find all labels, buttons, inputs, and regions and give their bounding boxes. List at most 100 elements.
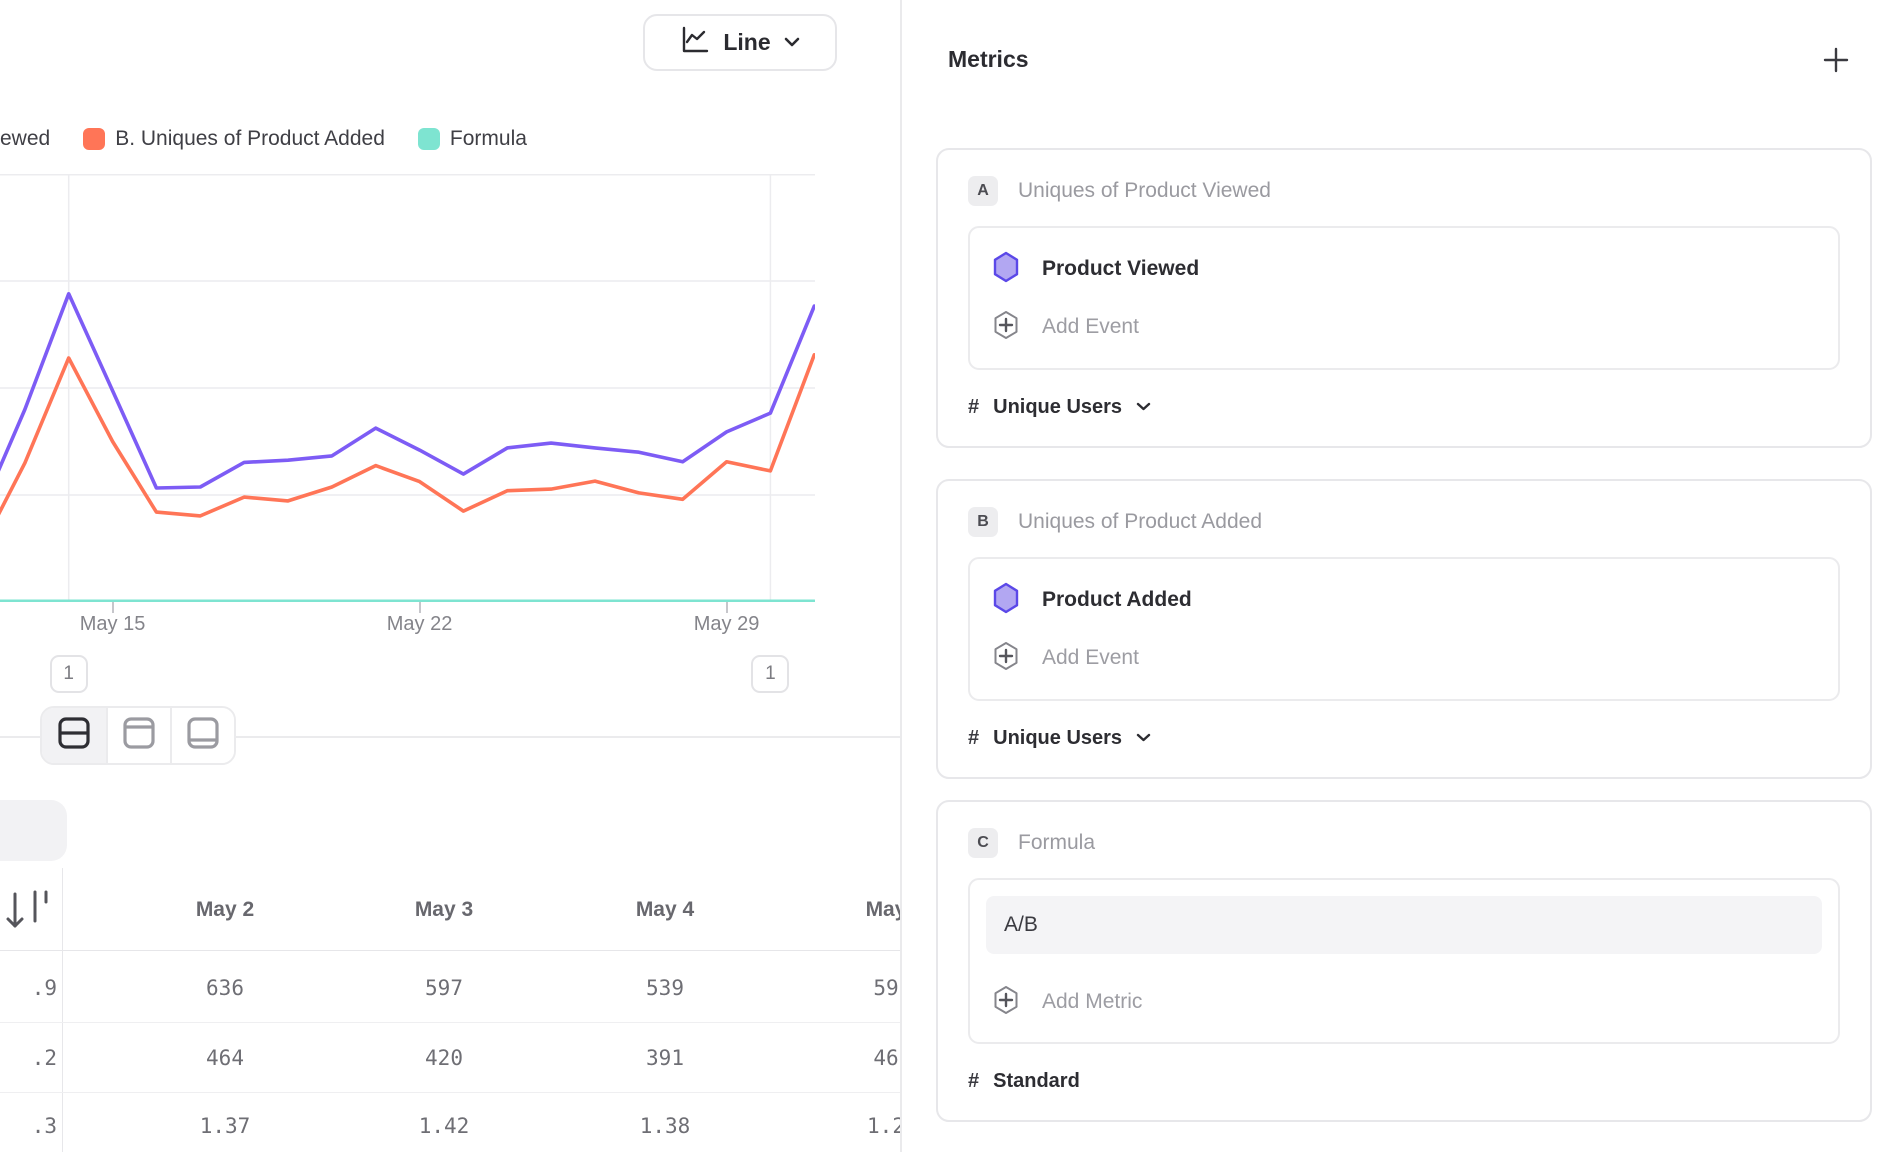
number-type-icon: # xyxy=(968,395,980,418)
event-row-product-added[interactable]: Product Added xyxy=(970,571,1838,629)
metric-card-header: C Formula xyxy=(968,828,1840,858)
event-list: Product Viewed Add Event xyxy=(968,226,1840,370)
column-header-may-5[interactable]: May xyxy=(865,898,900,921)
metric-letter-badge: B xyxy=(968,507,998,537)
x-axis-tick xyxy=(418,602,421,613)
add-metric-label: Add Metric xyxy=(1042,990,1143,1013)
chart-type-button[interactable]: Line xyxy=(643,14,837,71)
metric-letter-badge: C xyxy=(968,828,998,858)
event-name: Product Added xyxy=(1042,588,1192,611)
layout-toggle-group xyxy=(40,706,236,765)
add-metric-plus-button[interactable] xyxy=(1822,46,1850,74)
table-cell: 1.2 xyxy=(867,1114,900,1138)
metric-card-title: Formula xyxy=(1018,831,1096,854)
legend-swatch xyxy=(83,128,106,150)
line-chart-icon xyxy=(680,25,710,60)
measure-dropdown[interactable]: # Standard xyxy=(968,1066,1840,1096)
add-event-row[interactable]: Add Event xyxy=(970,629,1838,687)
frozen-column-border xyxy=(62,868,63,1152)
metric-card-title: Uniques of Product Added xyxy=(1018,510,1263,533)
metric-card-c-formula: C Formula A/B Add Metric # xyxy=(936,800,1872,1122)
chart-view-icon xyxy=(121,715,157,756)
layout-table-view-button[interactable] xyxy=(170,708,234,763)
section-divider xyxy=(0,736,900,738)
measure-label: Standard xyxy=(993,1069,1080,1092)
table-view-icon xyxy=(185,715,221,756)
annotation-badge[interactable]: 1 xyxy=(49,655,88,693)
x-axis-tick xyxy=(725,602,728,613)
measure-label: Unique Users xyxy=(993,395,1123,418)
add-metric-hexagon-icon xyxy=(992,984,1020,1021)
table-cell: 539 xyxy=(646,976,684,1000)
x-axis-label: May 15 xyxy=(79,613,146,635)
event-name: Product Viewed xyxy=(1042,257,1200,280)
column-header-may-4[interactable]: May 4 xyxy=(635,898,695,921)
legend-item-added[interactable]: B. Uniques of Product Added xyxy=(83,127,385,151)
metrics-panel-title: Metrics xyxy=(948,46,1029,72)
metric-card-b: B Uniques of Product Added Product Added xyxy=(936,479,1872,779)
table-cell: 464 xyxy=(206,1046,244,1070)
metric-letter-badge: A xyxy=(968,176,998,206)
formula-input[interactable]: A/B xyxy=(986,896,1822,954)
event-list: Product Added Add Event xyxy=(968,557,1840,701)
line-chart[interactable] xyxy=(0,174,815,602)
table-cell: 597 xyxy=(425,976,463,1000)
table-cell: 1.42 xyxy=(418,1114,470,1138)
x-axis-label: May 22 xyxy=(386,613,453,635)
add-event-label: Add Event xyxy=(1042,315,1139,338)
event-hexagon-icon xyxy=(992,582,1020,619)
event-row-product-viewed[interactable]: Product Viewed xyxy=(970,240,1838,298)
table-header-border xyxy=(0,950,900,951)
add-event-row[interactable]: Add Event xyxy=(970,298,1838,356)
table-cell: 1.38 xyxy=(639,1114,691,1138)
series-line-product-viewed xyxy=(0,292,815,490)
sort-descending-icon[interactable] xyxy=(2,888,52,937)
table-cell: 1.37 xyxy=(199,1114,251,1138)
legend-swatch xyxy=(417,128,440,150)
split-view-icon xyxy=(56,715,92,756)
metric-card-title: Uniques of Product Viewed xyxy=(1018,179,1271,202)
legend-label: ewed xyxy=(0,127,51,150)
panel-divider xyxy=(900,0,902,1152)
measure-label: Unique Users xyxy=(993,726,1123,749)
number-type-icon: # xyxy=(968,726,980,749)
chevron-down-icon xyxy=(1136,398,1151,416)
measure-dropdown[interactable]: # Unique Users xyxy=(968,723,1840,753)
series-line-product-added xyxy=(0,353,815,518)
chart-legend: ewed B. Uniques of Product Added Formula xyxy=(0,126,527,152)
metrics-panel: Metrics A Uniques of Product Viewed P xyxy=(902,0,1898,1152)
table-corner-pill xyxy=(0,800,67,861)
layout-split-view-button[interactable] xyxy=(42,708,106,763)
annotation-badge[interactable]: 1 xyxy=(751,655,790,693)
layout-chart-view-button[interactable] xyxy=(106,708,170,763)
table-cell: 391 xyxy=(646,1046,684,1070)
formula-editor: A/B Add Metric xyxy=(968,878,1840,1044)
table-cell: 46 xyxy=(873,1046,899,1070)
metric-card-header: A Uniques of Product Viewed xyxy=(968,176,1840,206)
chevron-down-icon xyxy=(784,34,800,52)
table-cell: 420 xyxy=(425,1046,463,1070)
table-row-frozen-value: .2 xyxy=(31,1046,57,1070)
table-row-frozen-value: .3 xyxy=(31,1114,57,1138)
table-row-frozen-value: .9 xyxy=(31,976,57,1000)
x-axis-tick xyxy=(111,602,114,613)
column-header-may-2[interactable]: May 2 xyxy=(195,898,255,921)
chart-type-label: Line xyxy=(723,29,771,55)
number-type-icon: # xyxy=(968,1069,980,1092)
add-event-hexagon-icon xyxy=(992,640,1020,677)
legend-label: Formula xyxy=(449,127,527,150)
legend-item-formula[interactable]: Formula xyxy=(417,127,527,151)
x-axis-label: May 29 xyxy=(693,613,760,635)
table-cell: 636 xyxy=(206,976,244,1000)
event-hexagon-icon xyxy=(992,251,1020,288)
metric-card-a: A Uniques of Product Viewed Product View… xyxy=(936,148,1872,448)
measure-dropdown[interactable]: # Unique Users xyxy=(968,392,1840,422)
metric-card-header: B Uniques of Product Added xyxy=(968,507,1840,537)
legend-label: B. Uniques of Product Added xyxy=(115,127,385,150)
legend-item-viewed[interactable]: ewed xyxy=(0,127,50,151)
column-header-may-3[interactable]: May 3 xyxy=(414,898,474,921)
table-row-border xyxy=(0,1022,900,1023)
chevron-down-icon xyxy=(1136,729,1151,747)
add-metric-row[interactable]: Add Metric xyxy=(986,978,1822,1026)
